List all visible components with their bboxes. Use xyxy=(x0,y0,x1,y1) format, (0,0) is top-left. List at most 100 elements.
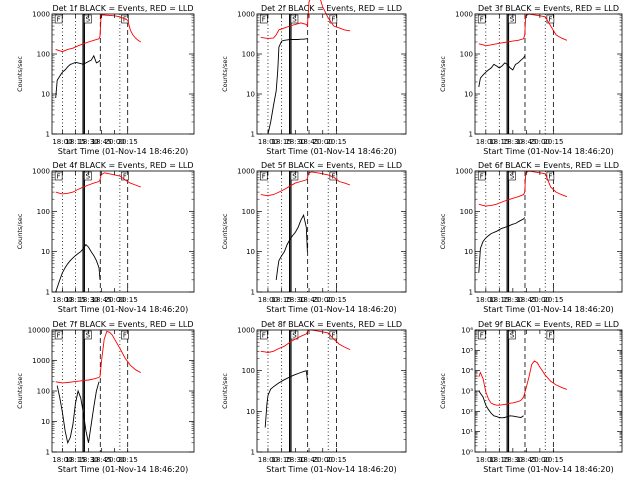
x-tick-label: 18:30 xyxy=(503,456,523,464)
y-tick-label: 1000 xyxy=(455,168,473,176)
x-tick-label: 20:00 xyxy=(105,138,125,146)
interval-flag-label: F xyxy=(57,16,61,24)
lld-series-line xyxy=(260,329,351,353)
y-tick-label: 10 xyxy=(246,248,255,256)
x-tick-label: 18:15 xyxy=(489,138,509,146)
lld-series-line xyxy=(478,360,568,406)
interval-flag-box xyxy=(477,14,486,24)
interval-flag-label: S xyxy=(510,16,515,24)
interval-flag-label: F xyxy=(548,16,552,24)
y-tick-label: 10 xyxy=(464,248,473,256)
x-tick-label: 18:15 xyxy=(65,456,85,464)
interval-flag-label: F xyxy=(548,332,552,340)
events-series-line xyxy=(264,370,308,428)
chart-title: Det 6f BLACK = Events, RED = LLD xyxy=(478,161,619,170)
x-tick-label: 18:15 xyxy=(65,296,85,304)
plot-frame xyxy=(51,329,195,453)
y-tick-label: 10 xyxy=(41,91,50,99)
interval-flag-box xyxy=(84,330,92,340)
x-tick-label: 18:30 xyxy=(78,296,98,304)
y-tick-label: 1000 xyxy=(32,357,50,365)
y-tick-label: 100 xyxy=(242,367,255,375)
chart-panel-9: Det 9f BLACK = Events, RED = LLD Start Ti… xyxy=(439,320,623,474)
interval-flag-box xyxy=(477,171,486,181)
interval-flag-label: S xyxy=(292,173,297,181)
y-tick-label: 1 xyxy=(251,449,255,457)
x-axis-label: Start Time (01-Nov-14 18:46:20) xyxy=(58,305,188,314)
lld-series-line xyxy=(478,13,568,47)
x-tick-label: 18:45 xyxy=(516,138,536,146)
y-tick-label: 100 xyxy=(460,51,473,59)
interval-flag-label: S xyxy=(86,332,91,340)
y-tick-label: 1 xyxy=(46,449,50,457)
chart-title: Det 2f BLACK = Events, RED = LLD xyxy=(261,4,402,13)
plot-frame xyxy=(51,170,195,293)
chart-panel-5: Det 5f BLACK = Events, RED = LLD Start Ti… xyxy=(221,161,407,314)
x-tick-label: 18:30 xyxy=(503,296,523,304)
y-tick-label: 10² xyxy=(461,408,473,416)
interval-flag-label: F xyxy=(548,173,552,181)
x-axis-label: Start Time (01-Nov-14 18:46:20) xyxy=(483,465,613,474)
y-tick-label: 10¹ xyxy=(461,428,473,436)
x-tick-label: 20:15 xyxy=(326,456,346,464)
x-tick-label: 18:15 xyxy=(272,138,292,146)
y-tick-label: 1 xyxy=(469,131,473,139)
chart-title: Det 9f BLACK = Events, RED = LLD xyxy=(478,320,619,329)
x-tick-label: 20:00 xyxy=(530,456,550,464)
interval-flag-box xyxy=(508,330,516,340)
x-tick-label: 18:00 xyxy=(258,456,278,464)
interval-flag-label: F xyxy=(480,173,484,181)
lld-series-line xyxy=(260,0,351,39)
y-tick-label: 1000 xyxy=(32,11,50,19)
chart-panel-2: Det 2f BLACK = Events, RED = LLD Start Ti… xyxy=(221,0,407,156)
interval-flag-box xyxy=(477,330,486,340)
chart-panel-1: Det 1f BLACK = Events, RED = LLD Start Ti… xyxy=(16,4,195,156)
y-tick-label: 1 xyxy=(46,131,50,139)
x-tick-label: 18:30 xyxy=(285,296,305,304)
x-tick-label: 20:00 xyxy=(313,138,333,146)
chart-panel-6: Det 6f BLACK = Events, RED = LLD Start Ti… xyxy=(439,161,623,314)
y-tick-label: 1 xyxy=(46,289,50,297)
y-tick-label: 100 xyxy=(242,208,255,216)
x-axis-label: Start Time (01-Nov-14 18:46:20) xyxy=(266,305,396,314)
y-axis-label: Counts/sec xyxy=(221,56,229,92)
y-axis-label: Counts/sec xyxy=(439,373,447,409)
x-tick-label: 18:45 xyxy=(299,138,319,146)
x-tick-label: 18:00 xyxy=(258,296,278,304)
y-tick-label: 10 xyxy=(246,408,255,416)
x-axis-label: Start Time (01-Nov-14 18:46:20) xyxy=(58,465,188,474)
chart-panel-3: Det 3f BLACK = Events, RED = LLD Start Ti… xyxy=(439,4,623,156)
y-tick-label: 100 xyxy=(242,51,255,59)
lld-series-line xyxy=(55,14,142,53)
x-tick-label: 20:00 xyxy=(313,296,333,304)
x-axis-label: Start Time (01-Nov-14 18:46:20) xyxy=(266,465,396,474)
y-tick-label: 10 xyxy=(41,248,50,256)
y-tick-label: 100 xyxy=(37,208,50,216)
x-tick-label: 18:15 xyxy=(272,456,292,464)
x-tick-label: 20:00 xyxy=(105,296,125,304)
y-tick-label: 1000 xyxy=(455,11,473,19)
interval-flag-label: F xyxy=(331,173,335,181)
chart-panel-7: Det 7f BLACK = Events, RED = LLD Start Ti… xyxy=(16,320,195,474)
x-tick-label: 18:30 xyxy=(503,138,523,146)
y-tick-label: 1000 xyxy=(32,168,50,176)
plot-frame xyxy=(256,170,407,293)
interval-flag-label: F xyxy=(123,173,127,181)
x-tick-label: 18:15 xyxy=(65,138,85,146)
y-tick-label: 10⁰ xyxy=(461,449,473,457)
y-tick-label: 10⁴ xyxy=(461,367,473,375)
events-series-line xyxy=(56,381,100,445)
y-axis-label: Counts/sec xyxy=(439,213,447,249)
x-tick-label: 18:45 xyxy=(299,456,319,464)
x-tick-label: 20:15 xyxy=(543,138,563,146)
x-tick-label: 20:15 xyxy=(543,296,563,304)
plot-frame xyxy=(474,329,623,453)
interval-flag-box xyxy=(546,171,555,181)
y-tick-label: 1 xyxy=(469,289,473,297)
y-tick-label: 100 xyxy=(37,388,50,396)
chart-title: Det 5f BLACK = Events, RED = LLD xyxy=(261,161,402,170)
lld-series-line xyxy=(260,171,351,197)
x-tick-label: 20:00 xyxy=(530,296,550,304)
y-axis-label: Counts/sec xyxy=(16,373,24,409)
